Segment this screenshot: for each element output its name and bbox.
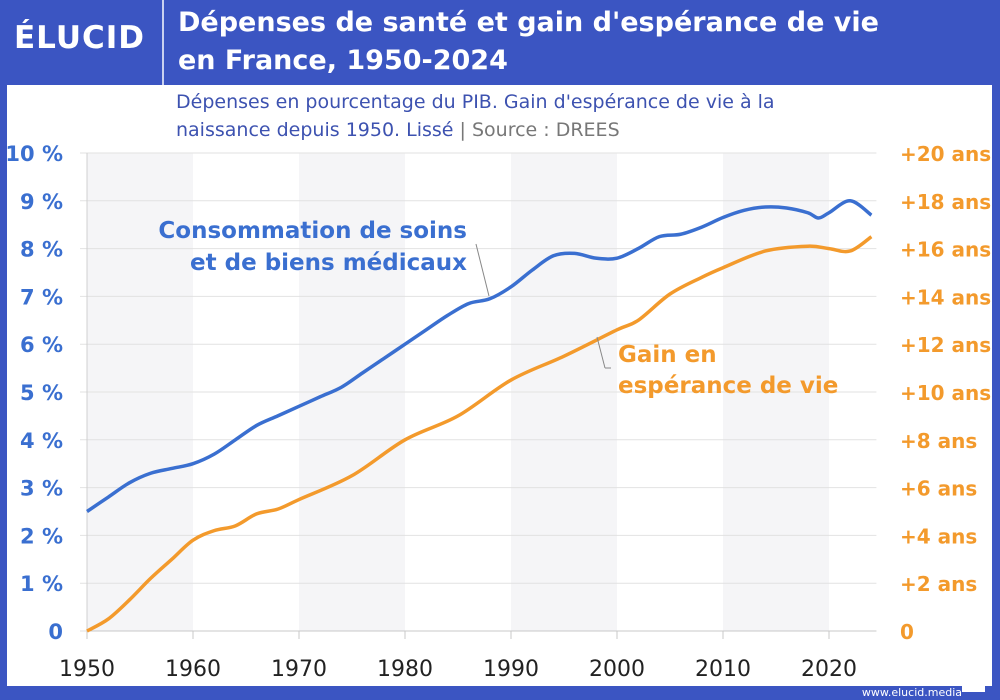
title-line-2: en France, 1950-2024	[178, 45, 508, 76]
spending-label-leader	[475, 243, 490, 297]
header-divider	[162, 0, 164, 85]
x-tick-label: 2010	[695, 657, 751, 682]
elucid-logo: ÉLUCID	[14, 20, 146, 56]
spending-series-label: et de biens médicaux	[190, 250, 467, 276]
y-right-tick-label: +16 ans	[900, 238, 991, 262]
website-link[interactable]: www.elucid.media	[861, 686, 962, 699]
y-left-tick-label: 4 %	[20, 429, 63, 453]
subtitle-separator: |	[459, 119, 466, 141]
source-label: Source : DREES	[471, 119, 620, 141]
y-left-tick-label: 0	[48, 620, 63, 644]
y-left-tick-label: 5 %	[20, 381, 63, 405]
y-right-tick-label: +8 ans	[900, 429, 977, 453]
subtitle-line-2: naissance depuis 1950. Lissé	[176, 119, 454, 141]
y-left-tick-label: 1 %	[20, 572, 63, 596]
x-tick-label: 2020	[801, 657, 857, 682]
x-tick-label: 1990	[483, 657, 539, 682]
y-left-tick-label: 3 %	[20, 477, 63, 501]
spending-series-label: Consommation de soins	[158, 218, 467, 244]
y-left-tick-label: 7 %	[20, 285, 63, 309]
subtitle-line-1: Dépenses en pourcentage du PIB. Gain d'e…	[176, 91, 775, 113]
y-right-tick-label: +6 ans	[900, 477, 977, 501]
x-tick-label: 2000	[589, 657, 645, 682]
chart-title: Dépenses de santé et gain d'espérance de…	[178, 4, 879, 80]
y-left-tick-label: 2 %	[20, 524, 63, 548]
x-tick-label: 1960	[165, 657, 221, 682]
x-tick-label: 1970	[271, 657, 327, 682]
y-right-tick-label: +4 ans	[900, 524, 977, 548]
y-right-tick-label: +14 ans	[900, 285, 991, 309]
life-expectancy-series-label: Gain en	[618, 342, 717, 368]
life-expectancy-label-leader	[596, 336, 606, 369]
y-right-tick-label: +2 ans	[900, 572, 977, 596]
y-right-tick-label: 0	[900, 620, 914, 644]
chart-subtitle: Dépenses en pourcentage du PIB. Gain d'e…	[176, 88, 775, 144]
y-right-tick-label: +20 ans	[900, 142, 991, 166]
spending-line	[86, 199, 873, 513]
y-left-tick-label: 8 %	[20, 238, 63, 262]
y-left-tick-label: 6 %	[20, 333, 63, 357]
y-left-tick-label: 10 %	[5, 142, 63, 166]
y-right-tick-label: +10 ans	[900, 381, 991, 405]
x-tick-label: 1950	[59, 657, 115, 682]
life-expectancy-series-label: espérance de vie	[618, 373, 838, 399]
y-right-tick-label: +18 ans	[900, 190, 991, 214]
y-left-tick-label: 9 %	[20, 190, 63, 214]
title-line-1: Dépenses de santé et gain d'espérance de…	[178, 7, 879, 38]
y-right-tick-label: +12 ans	[900, 333, 991, 357]
life-expectancy-line	[86, 235, 873, 633]
x-tick-label: 1980	[377, 657, 433, 682]
header: ÉLUCID Dépenses de santé et gain d'espér…	[0, 0, 1000, 85]
